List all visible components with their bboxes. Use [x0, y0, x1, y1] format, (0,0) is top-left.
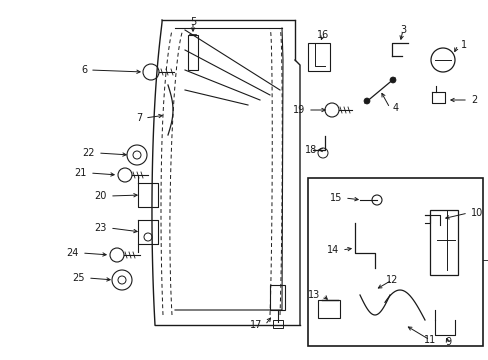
- Text: 14: 14: [326, 245, 338, 255]
- Text: 24: 24: [66, 248, 79, 258]
- Bar: [429, 210, 457, 275]
- Bar: [307, 43, 329, 71]
- Text: 12: 12: [385, 275, 397, 285]
- Bar: [317, 300, 339, 318]
- Text: 15: 15: [329, 193, 341, 203]
- Bar: [187, 35, 198, 70]
- Text: 6: 6: [81, 65, 87, 75]
- Text: 7: 7: [136, 113, 142, 123]
- Text: 19: 19: [292, 105, 305, 115]
- Text: 20: 20: [95, 191, 107, 201]
- Text: 21: 21: [75, 168, 87, 178]
- Text: 23: 23: [95, 223, 107, 233]
- Text: 10: 10: [470, 208, 482, 218]
- Text: 13: 13: [307, 290, 319, 300]
- Text: 25: 25: [72, 273, 85, 283]
- Text: 22: 22: [82, 148, 95, 158]
- Circle shape: [389, 77, 395, 83]
- Text: 16: 16: [316, 30, 328, 40]
- Text: 11: 11: [423, 335, 435, 345]
- Text: 5: 5: [189, 17, 196, 27]
- Text: 9: 9: [444, 337, 450, 347]
- Bar: [272, 320, 283, 328]
- Circle shape: [363, 98, 369, 104]
- Text: 18: 18: [304, 145, 316, 155]
- Text: 3: 3: [399, 25, 405, 35]
- Bar: [307, 178, 482, 346]
- Bar: [269, 285, 285, 310]
- Text: 1: 1: [460, 40, 466, 50]
- Text: 17: 17: [249, 320, 262, 330]
- Text: 2: 2: [470, 95, 476, 105]
- Text: 4: 4: [392, 103, 398, 113]
